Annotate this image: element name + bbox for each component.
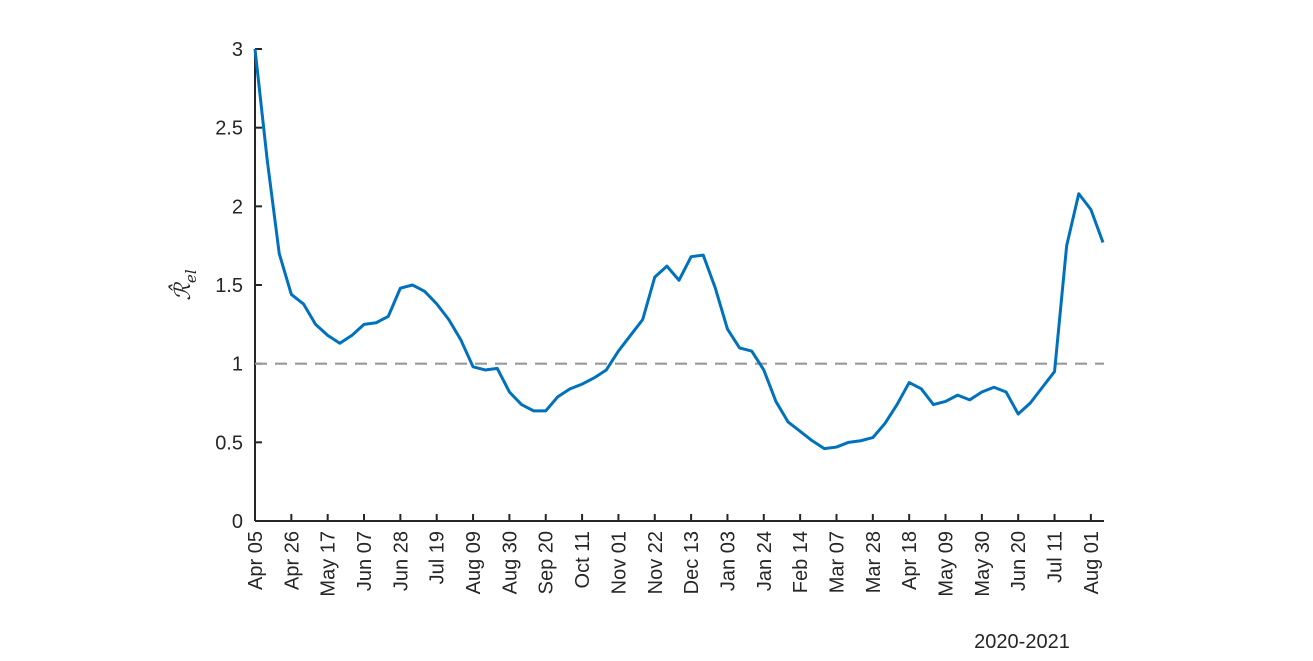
x-tick-label: Jul 11 (1045, 531, 1067, 583)
y-axis-label: ℛ̂el (168, 269, 200, 300)
x-tick-label: Jun 28 (390, 531, 412, 591)
x-tick-label: Apr 26 (281, 531, 303, 590)
x-tick-label: Aug 01 (1081, 531, 1103, 594)
x-tick-label: Jul 19 (427, 531, 449, 584)
x-tick-label: Mar 07 (826, 531, 848, 593)
x-tick-label: May 30 (972, 531, 994, 597)
x-axis-label: 2020-2021 (974, 631, 1070, 653)
x-tick-label: May 09 (936, 531, 958, 597)
x-tick-label: Jan 03 (717, 531, 739, 591)
y-label-subscript: el (182, 269, 200, 283)
data-line (253, 48, 1105, 451)
x-tick-label: Jun 20 (1008, 531, 1030, 591)
y-tick-label: 0.5 (215, 432, 243, 454)
x-tick-label: Mar 28 (863, 531, 885, 593)
y-tick-label: 3 (232, 39, 243, 61)
x-tick-label: Nov 01 (608, 531, 630, 594)
y-tick-label: 0 (232, 511, 243, 533)
x-tick-label: Feb 14 (790, 531, 812, 593)
x-tick-label: Aug 09 (463, 531, 485, 594)
x-tick-label: Apr 18 (899, 531, 921, 590)
x-tick-label: Nov 22 (645, 531, 667, 594)
x-tick-label: Oct 11 (572, 531, 594, 588)
x-tick-label: Jan 24 (754, 531, 776, 591)
y-tick-label: 1.5 (215, 275, 243, 297)
x-tick-label: Dec 13 (681, 531, 703, 594)
x-tick-label: Jun 07 (354, 531, 376, 591)
x-tick-label: May 17 (318, 531, 340, 597)
x-tick-label: Sep 20 (536, 531, 558, 594)
y-tick-label: 2 (232, 196, 243, 218)
y-tick-label: 2.5 (215, 118, 243, 140)
x-tick-label: Apr 05 (245, 531, 267, 590)
x-tick-label: Aug 30 (499, 531, 521, 594)
y-label-symbol: ℛ̂ (168, 282, 196, 301)
y-tick-label: 1 (232, 354, 243, 376)
